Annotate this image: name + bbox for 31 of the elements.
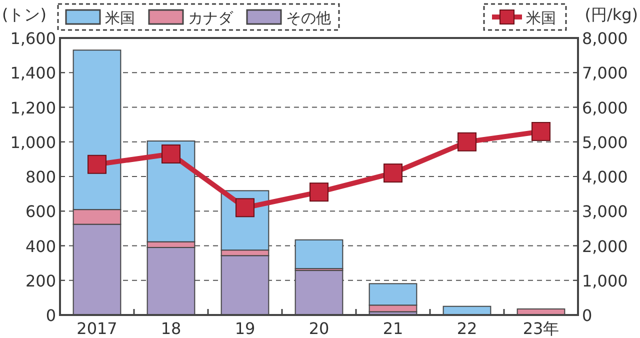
ytick: 600 [25,202,56,222]
y2tick: 4,000 [582,168,628,186]
xtick: 2017 [76,319,118,338]
ytick: 400 [25,236,56,256]
xtick: 19 [234,319,256,338]
xtick: 23年 [522,319,560,338]
xtick: 18 [160,319,182,338]
ytick: 1,200 [10,98,56,118]
legend-label: カナダ [188,9,233,27]
y2tick: 7,000 [582,64,628,83]
y2tick: 3,000 [582,202,628,222]
y2tick: 8,000 [582,29,628,48]
ytick: 1,000 [10,132,56,152]
y2tick: 6,000 [582,98,628,118]
xtick: 20 [308,319,330,338]
y2label: (円/kg) [584,5,638,24]
legend-label: その他 [286,9,331,27]
ytick: 1,400 [10,64,56,83]
ytick: 200 [25,271,56,290]
xtick: 22 [456,319,478,338]
legend-label: 米国 [105,9,135,27]
y2tick: 0 [582,306,592,325]
y2tick: 5,000 [582,132,628,152]
ytick: 1,600 [10,29,56,48]
ytick: 800 [25,168,56,186]
xtick: 21 [382,319,404,338]
y2tick: 1,000 [582,271,628,290]
legend-label: 米国 [526,9,556,27]
ytick: 0 [46,306,56,325]
y2tick: 2,000 [582,236,628,256]
ylabel: (トン) [2,5,46,24]
